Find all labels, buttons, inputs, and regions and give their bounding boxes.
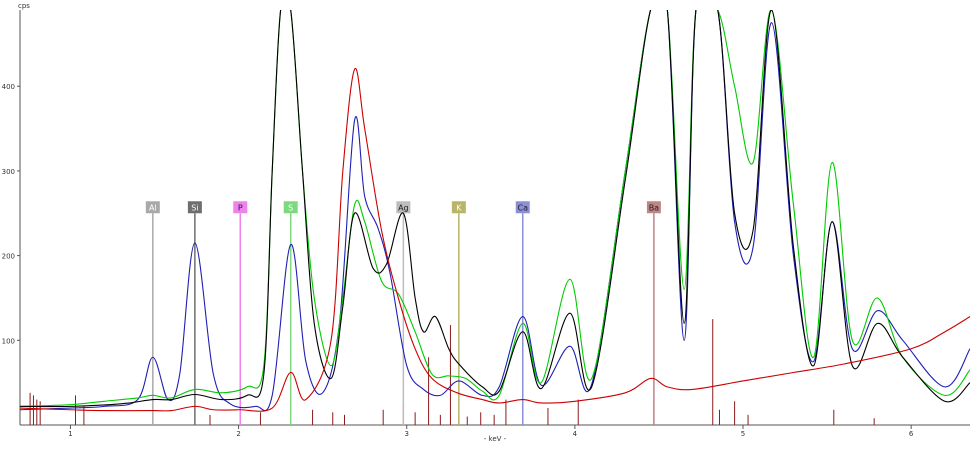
x-tick-label: 3 xyxy=(404,430,408,438)
x-tick-label: 5 xyxy=(741,430,745,438)
spectrum-series-line xyxy=(20,68,970,412)
spectrum-series-line xyxy=(20,10,970,407)
element-marker-label: P xyxy=(238,203,243,212)
y-tick-label: 400 xyxy=(2,83,15,91)
element-marker-box xyxy=(233,201,248,214)
element-marker-label: S xyxy=(288,203,293,212)
y-tick-label: 200 xyxy=(2,253,15,261)
element-marker-label: Al xyxy=(149,203,157,212)
element-marker-label: Ba xyxy=(649,203,659,212)
element-marker-label: Ag xyxy=(398,203,409,212)
element-marker-box xyxy=(646,201,661,214)
element-marker-label: Ca xyxy=(517,203,528,212)
x-tick-label: 2 xyxy=(236,430,240,438)
element-marker-box xyxy=(145,201,160,214)
x-tick-label: 4 xyxy=(573,430,578,438)
element-marker-box xyxy=(515,201,530,214)
y-tick-label: 100 xyxy=(2,337,15,345)
spectrum-series-line xyxy=(20,10,970,411)
element-marker-box xyxy=(187,201,202,214)
element-marker-box xyxy=(396,201,411,214)
element-marker-box xyxy=(283,201,298,214)
spectrum-series-line xyxy=(20,10,970,408)
element-marker-label: Si xyxy=(191,203,198,212)
y-tick-label: 300 xyxy=(2,168,15,176)
element-marker-label: K xyxy=(456,203,462,212)
y-axis-label: cps xyxy=(18,2,30,10)
element-marker-box xyxy=(451,201,466,214)
x-tick-label: 1 xyxy=(68,430,72,438)
x-axis-label: - keV - xyxy=(484,435,507,443)
x-tick-label: 6 xyxy=(909,430,914,438)
